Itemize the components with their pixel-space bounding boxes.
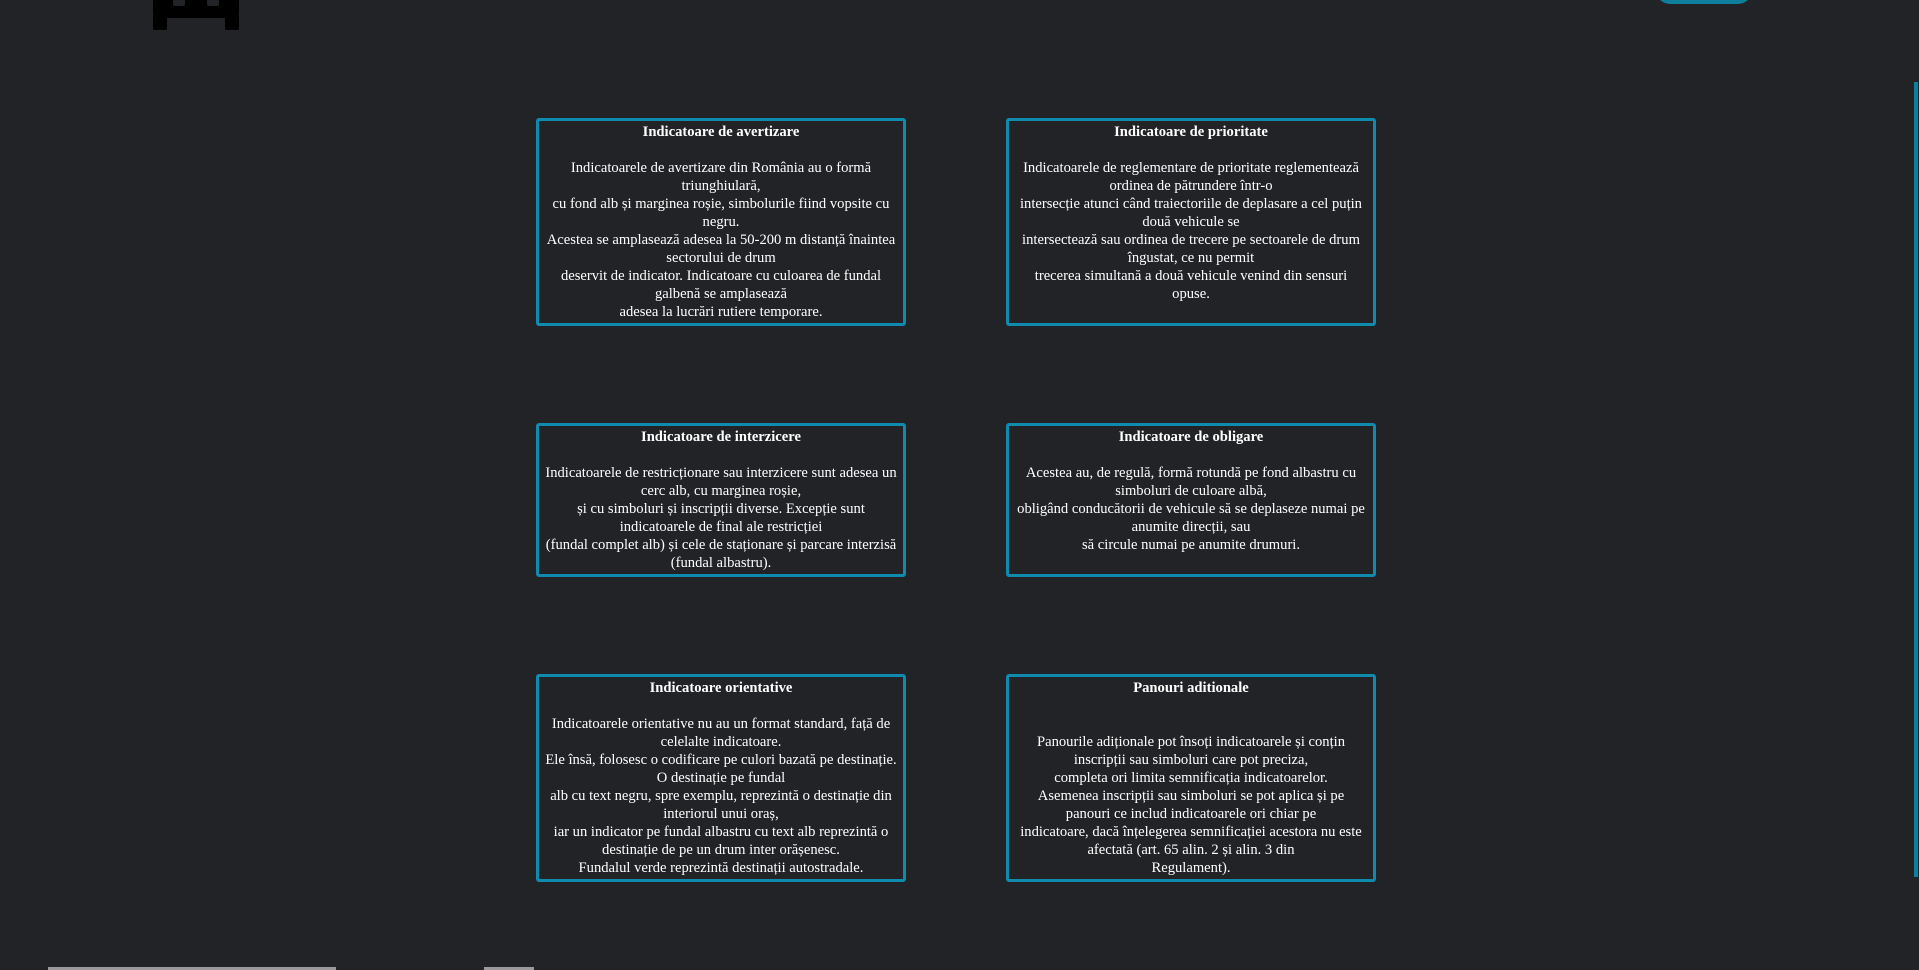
card-text-line: completa ori limita semnificația indicat… [1054,770,1328,786]
card-text-line: trecerea simultană a două vehicule venin… [1034,268,1348,302]
card-prohibition-signs: Indicatoare de interzicere Indicatoarele… [536,423,906,577]
card-text-line: Indicatoarele orientative nu au un forma… [551,716,891,750]
card-text-line: Acestea au, de regulă, formă rotundă pe … [1025,465,1357,499]
menu-toggle-button[interactable] [1656,0,1752,4]
card-text-line: intersecție atunci când traiectoriile de… [1020,196,1362,230]
card-text-line: iar un indicator pe fundal albastru cu t… [553,824,889,858]
card-title: Indicatoare de avertizare [642,124,800,140]
card-text-line: (fundal complet alb) și cele de staționa… [545,537,897,571]
footer-divider [48,967,336,970]
card-title: Indicatoare de prioritate [1114,124,1268,140]
card-text-line: indicatoare, dacă înțelegerea semnificaț… [1020,824,1362,858]
card-mandatory-signs: Indicatoare de obligare Acestea au, de r… [1006,423,1376,577]
car-icon[interactable] [153,0,239,30]
card-title: Panouri aditionale [1133,680,1249,696]
card-text-line: adesea la lucrări rutiere temporare. [619,304,823,320]
card-orientation-signs: Indicatoare orientative Indicatoarele or… [536,674,906,882]
card-text-line: Panourile adiționale pot însoți indicato… [1036,734,1345,768]
card-text-line: să circule numai pe anumite drumuri. [1081,537,1301,553]
card-text-line: Indicatoarele de reglementare de priorit… [1023,160,1359,194]
card-text-line: intersectează sau ordinea de trecere pe … [1022,232,1360,266]
card-text-line: și cu simboluri și inscripții diverse. E… [577,501,865,535]
card-additional-panels: Panouri aditionale Panourile adiționale … [1006,674,1376,882]
footer-divider [484,967,534,970]
card-text-line: obligând conducătorii de vehicule să se … [1017,501,1365,535]
card-text-line: Indicatoarele de avertizare din România … [570,160,872,194]
card-text-line: Acestea se amplasează adesea la 50-200 m… [546,232,896,266]
scrollbar[interactable] [1914,82,1918,877]
card-title: Indicatoare de interzicere [641,429,801,445]
card-text-line: cu fond alb și marginea roșie, simboluri… [552,196,890,230]
card-text-line: deservit de indicator. Indicatoare cu cu… [560,268,882,302]
card-title: Indicatoare orientative [649,680,793,696]
card-text-line: Ele însă, folosesc o codificare pe culor… [545,752,897,786]
card-text-line: Asemenea inscripții sau simboluri se pot… [1037,788,1345,822]
card-priority-signs: Indicatoare de prioritate Indicatoarele … [1006,118,1376,326]
card-text-line: alb cu text negru, spre exemplu, reprezi… [550,788,892,822]
card-text-line: Fundalul verde reprezintă destinații aut… [578,860,864,876]
card-text-line: Regulament). [1151,860,1231,876]
card-text-line: Indicatoarele de restricționare sau inte… [545,465,897,499]
card-title: Indicatoare de obligare [1118,429,1264,445]
card-warning-signs: Indicatoare de avertizare Indicatoarele … [536,118,906,326]
